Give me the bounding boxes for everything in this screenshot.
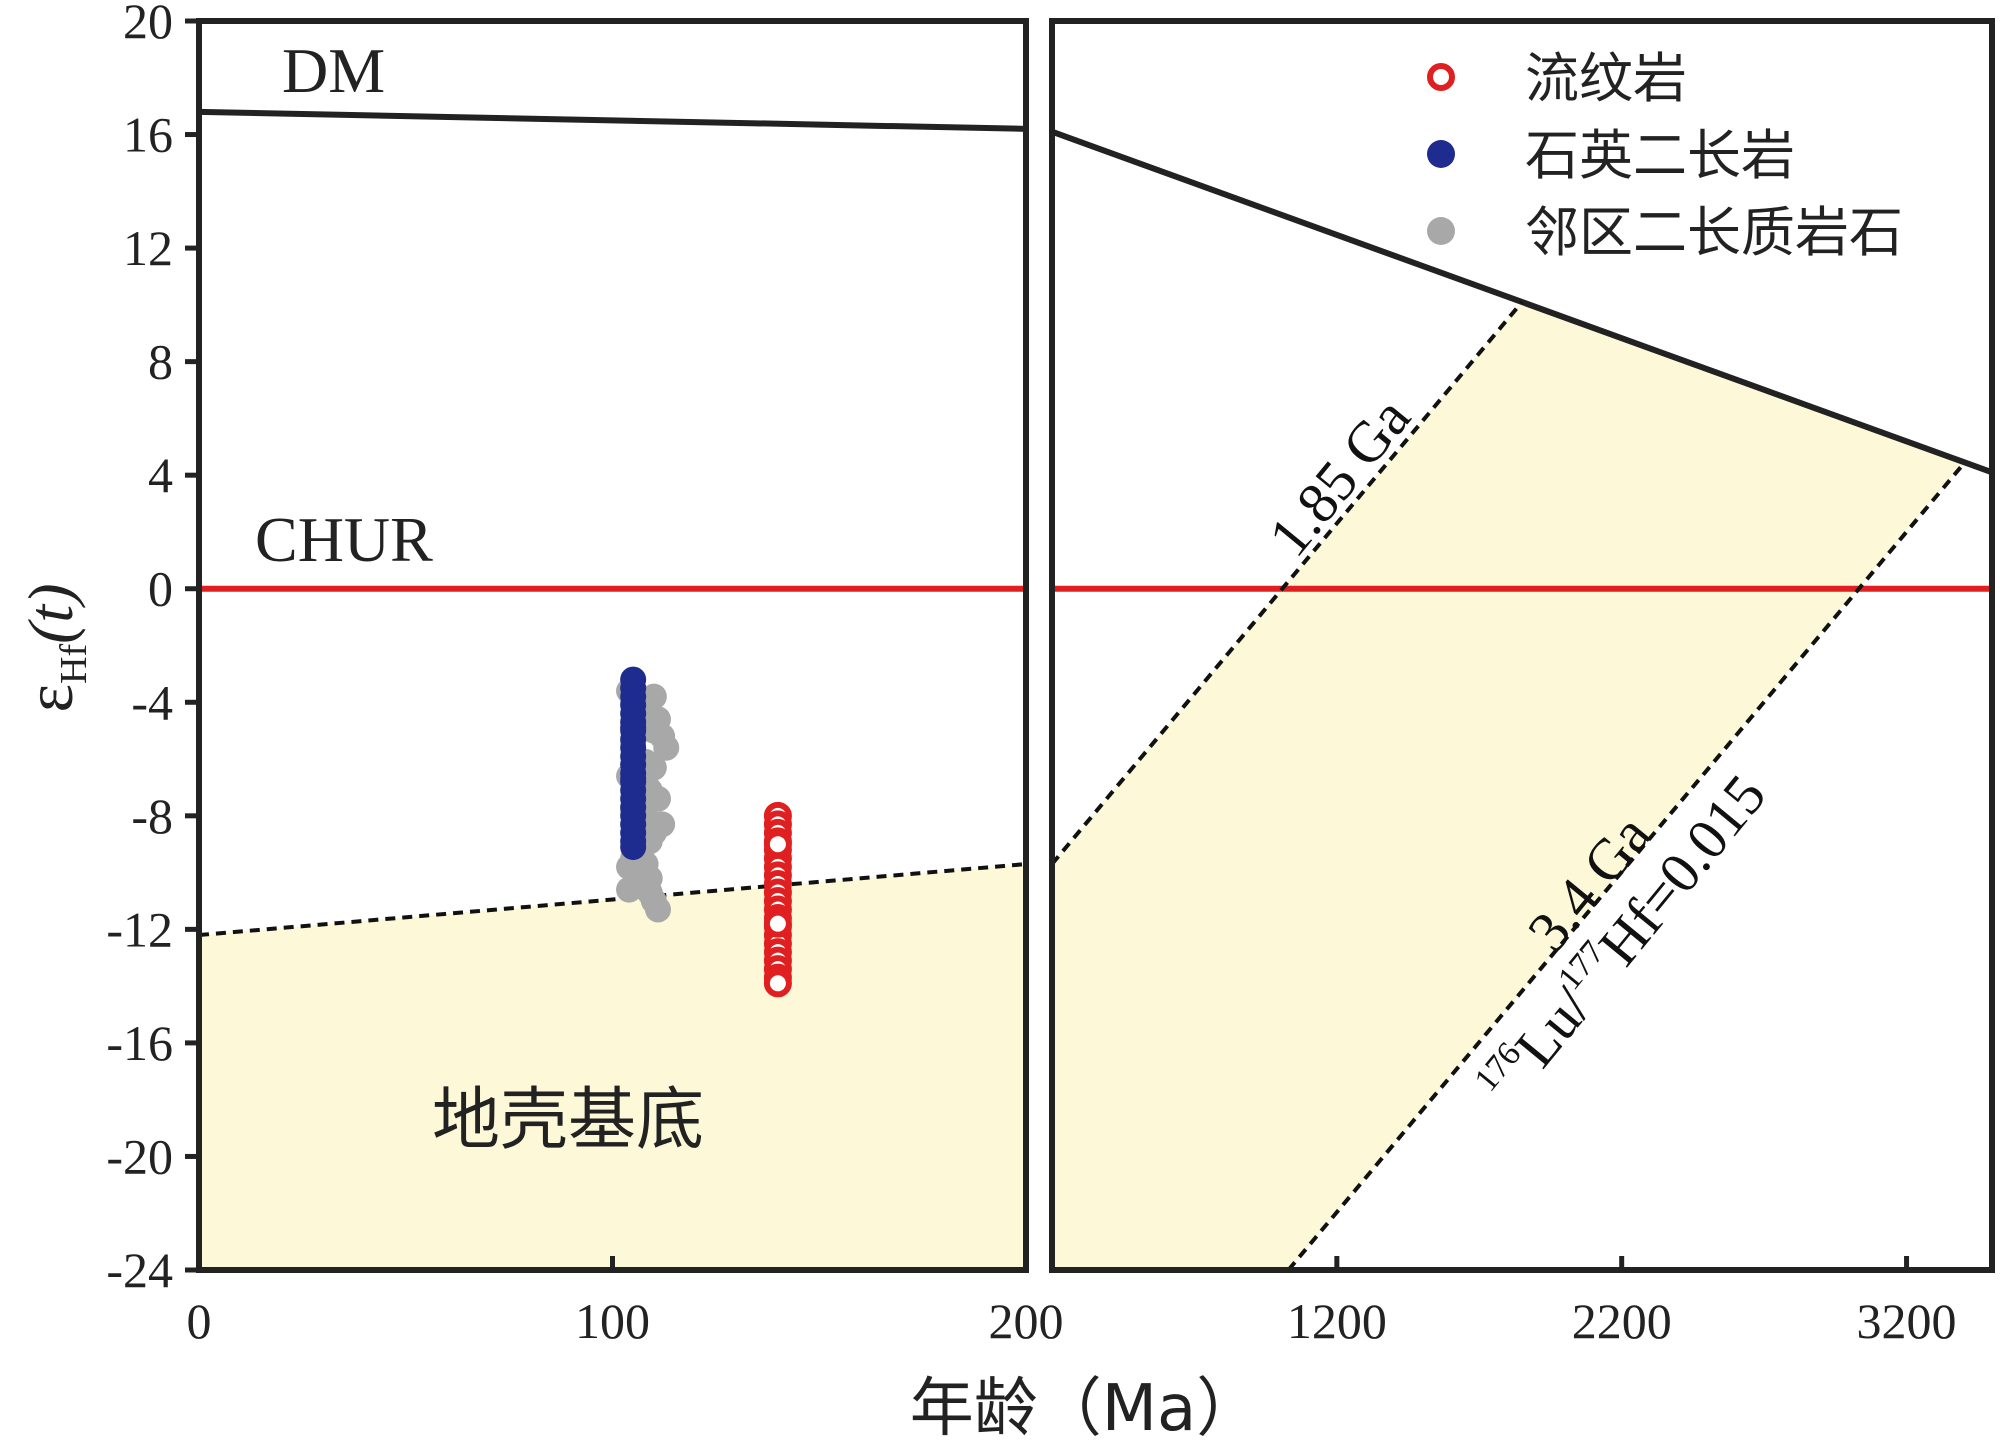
legend-label-adjacent-monzonitic: 邻区二长质岩石 xyxy=(1525,201,1903,264)
point-rhyolite xyxy=(763,830,792,859)
chur-label: CHUR xyxy=(255,504,433,575)
point-adjacent-monzonitic xyxy=(636,865,663,892)
y-tick-label: -24 xyxy=(106,1242,173,1298)
legend: 流纹岩 石英二长岩 邻区二长质岩石 xyxy=(1427,47,1903,264)
point-adjacent-monzonitic xyxy=(640,683,667,710)
y-tick-label: 12 xyxy=(123,220,173,276)
left-reference-2-line xyxy=(198,862,1027,938)
y-axis-epsilon: ε xyxy=(11,684,87,713)
legend-label-quartz-monzonite: 石英二长岩 xyxy=(1525,124,1795,187)
point-adjacent-monzonitic xyxy=(616,876,643,903)
point-adjacent-monzonitic xyxy=(644,896,671,923)
legend-marker-quartz-monzonite xyxy=(1427,140,1455,168)
x-tick-label: 3200 xyxy=(1857,1293,1957,1349)
x-tick-label: 200 xyxy=(989,1293,1064,1349)
y-tick-label: -16 xyxy=(106,1015,173,1071)
x-axis-label: 年龄（Ma） xyxy=(910,1372,1260,1446)
point-rhyolite xyxy=(763,909,792,938)
x-tick-label: 100 xyxy=(575,1293,650,1349)
x-tick-label: 2200 xyxy=(1572,1293,1672,1349)
point-rhyolite xyxy=(763,969,792,998)
dm-label: DM xyxy=(282,35,385,106)
x-tick-label: 0 xyxy=(187,1293,212,1349)
right-panel: 1200 2200 3200 1.85 Ga 3.4 Ga 176Lu/177Hf=… xyxy=(1049,18,1995,1349)
y-tick-label: 20 xyxy=(123,0,173,49)
right-plot-frame xyxy=(1049,18,1995,1273)
y-axis-suffix: (t) xyxy=(15,583,86,643)
point-quartz-monzonite xyxy=(620,834,647,861)
point-quartz-monzonite xyxy=(620,765,647,792)
y-tick-label: -4 xyxy=(131,674,173,730)
legend-marker-adjacent-monzonitic xyxy=(1427,217,1455,245)
right-3-4-ga-line xyxy=(1286,462,1966,1272)
y-axis-subscript: Hf xyxy=(53,644,95,684)
left-dm-line xyxy=(198,108,1027,132)
crust-basement-label: 地壳基底 xyxy=(432,1081,704,1160)
right-1-85-ga-line xyxy=(1050,300,1524,866)
y-tick-label: 0 xyxy=(148,561,173,617)
legend-marker-rhyolite xyxy=(1427,63,1455,91)
y-tick-label: 16 xyxy=(123,107,173,163)
y-tick-label: -20 xyxy=(106,1128,173,1184)
x-tick-label: 1200 xyxy=(1287,1293,1387,1349)
crust-model-region xyxy=(1052,302,1964,1270)
crust-basement-region xyxy=(199,864,1026,1270)
y-tick-label: 4 xyxy=(148,447,173,503)
point-quartz-monzonite xyxy=(620,714,647,741)
y-tick-label: 8 xyxy=(148,334,173,390)
legend-label-rhyolite: 流纹岩 xyxy=(1525,47,1687,110)
y-axis-label: εHf(t) xyxy=(11,583,95,712)
y-tick-label: -12 xyxy=(106,901,173,957)
y-tick-label: -8 xyxy=(131,788,173,844)
